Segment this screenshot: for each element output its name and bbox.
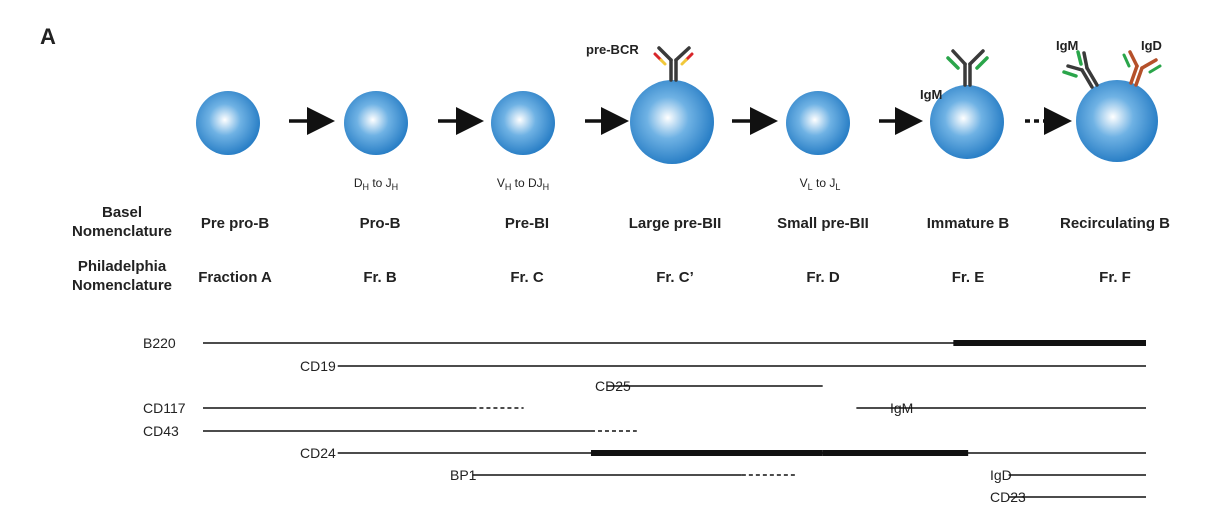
basel-stage: Pre pro-B — [201, 215, 270, 232]
basel-row-label-1: Basel — [102, 204, 142, 221]
phila-row-label-1: Philadelphia — [78, 258, 167, 275]
igd-label-recirc: IgD — [1141, 38, 1162, 53]
marker-label: IgD — [990, 467, 1012, 483]
basel-stage: Immature B — [927, 215, 1010, 232]
basel-stage: Small pre-BII — [777, 215, 869, 232]
recombination-small-pre-bii: VL to JL — [800, 176, 841, 192]
basel-stage: Recirculating B — [1060, 215, 1170, 232]
pre-bcr-label: pre-BCR — [586, 42, 639, 57]
cell-pre-pro-b — [196, 91, 260, 155]
phila-row: Fraction A Fr. B Fr. C Fr. C’ Fr. D Fr. … — [198, 269, 1131, 286]
phila-stage: Fraction A — [198, 269, 272, 286]
cells-group — [196, 80, 1158, 164]
basel-stage: Pro-B — [360, 215, 401, 232]
cell-pro-b — [344, 91, 408, 155]
pre-bcr-receptor — [653, 46, 694, 82]
phila-row-label-2: Nomenclature — [72, 277, 172, 294]
basel-row-label-2: Nomenclature — [72, 223, 172, 240]
igm-label-immature: IgM — [920, 87, 942, 102]
marker-label: CD24 — [300, 445, 336, 461]
phila-stage: Fr. E — [952, 269, 985, 286]
basel-row: Pre pro-B Pro-B Pre-BI Large pre-BII Sma… — [201, 215, 1170, 232]
marker-label: CD117 — [143, 400, 186, 416]
phila-stage: Fr. C’ — [656, 269, 694, 286]
cell-immature-b — [930, 85, 1004, 159]
marker-label: CD43 — [143, 423, 179, 439]
panel-label: A — [40, 24, 56, 49]
igm-receptor-recirc — [1062, 50, 1099, 89]
phila-stage: Fr. B — [363, 269, 397, 286]
marker-label: CD19 — [300, 358, 336, 374]
igd-receptor-recirc — [1122, 50, 1162, 87]
marker-label: B220 — [143, 335, 176, 351]
cell-recirculating-b — [1076, 80, 1158, 162]
marker-label: BP1 — [450, 467, 477, 483]
phila-stage: Fr. D — [806, 269, 840, 286]
basel-stage: Large pre-BII — [629, 215, 722, 232]
marker-label: CD23 — [990, 489, 1026, 505]
phila-stage: Fr. C — [510, 269, 544, 286]
phila-stage: Fr. F — [1099, 269, 1131, 286]
recombination-pre-bi: VH to DJH — [497, 176, 549, 192]
igm-label-recirc: IgM — [1056, 38, 1078, 53]
basel-stage: Pre-BI — [505, 215, 549, 232]
cell-pre-bi — [491, 91, 555, 155]
recombination-pro-b: DH to JH — [354, 176, 398, 192]
cell-large-pre-bii — [630, 80, 714, 164]
igm-receptor-immature — [946, 49, 989, 87]
cell-small-pre-bii — [786, 91, 850, 155]
